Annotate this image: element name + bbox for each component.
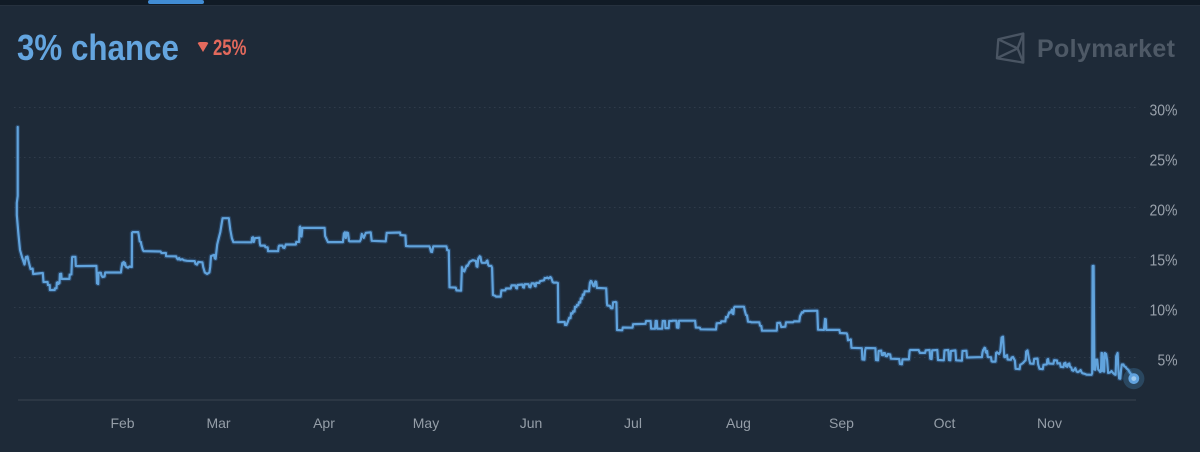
svg-text:Oct: Oct <box>934 415 956 431</box>
svg-text:30%: 30% <box>1150 102 1178 119</box>
svg-text:Apr: Apr <box>313 415 335 431</box>
svg-text:Sep: Sep <box>829 415 854 431</box>
svg-text:Aug: Aug <box>726 415 751 431</box>
svg-text:25%: 25% <box>1150 152 1178 169</box>
svg-text:Jun: Jun <box>520 415 543 431</box>
svg-text:Feb: Feb <box>110 415 134 431</box>
svg-text:20%: 20% <box>1150 202 1178 219</box>
svg-text:5%: 5% <box>1158 352 1178 369</box>
svg-text:Mar: Mar <box>206 415 230 431</box>
svg-text:10%: 10% <box>1150 302 1178 319</box>
svg-text:May: May <box>413 415 439 431</box>
svg-text:Jul: Jul <box>624 415 642 431</box>
svg-text:15%: 15% <box>1150 252 1178 269</box>
svg-text:Nov: Nov <box>1037 415 1062 431</box>
